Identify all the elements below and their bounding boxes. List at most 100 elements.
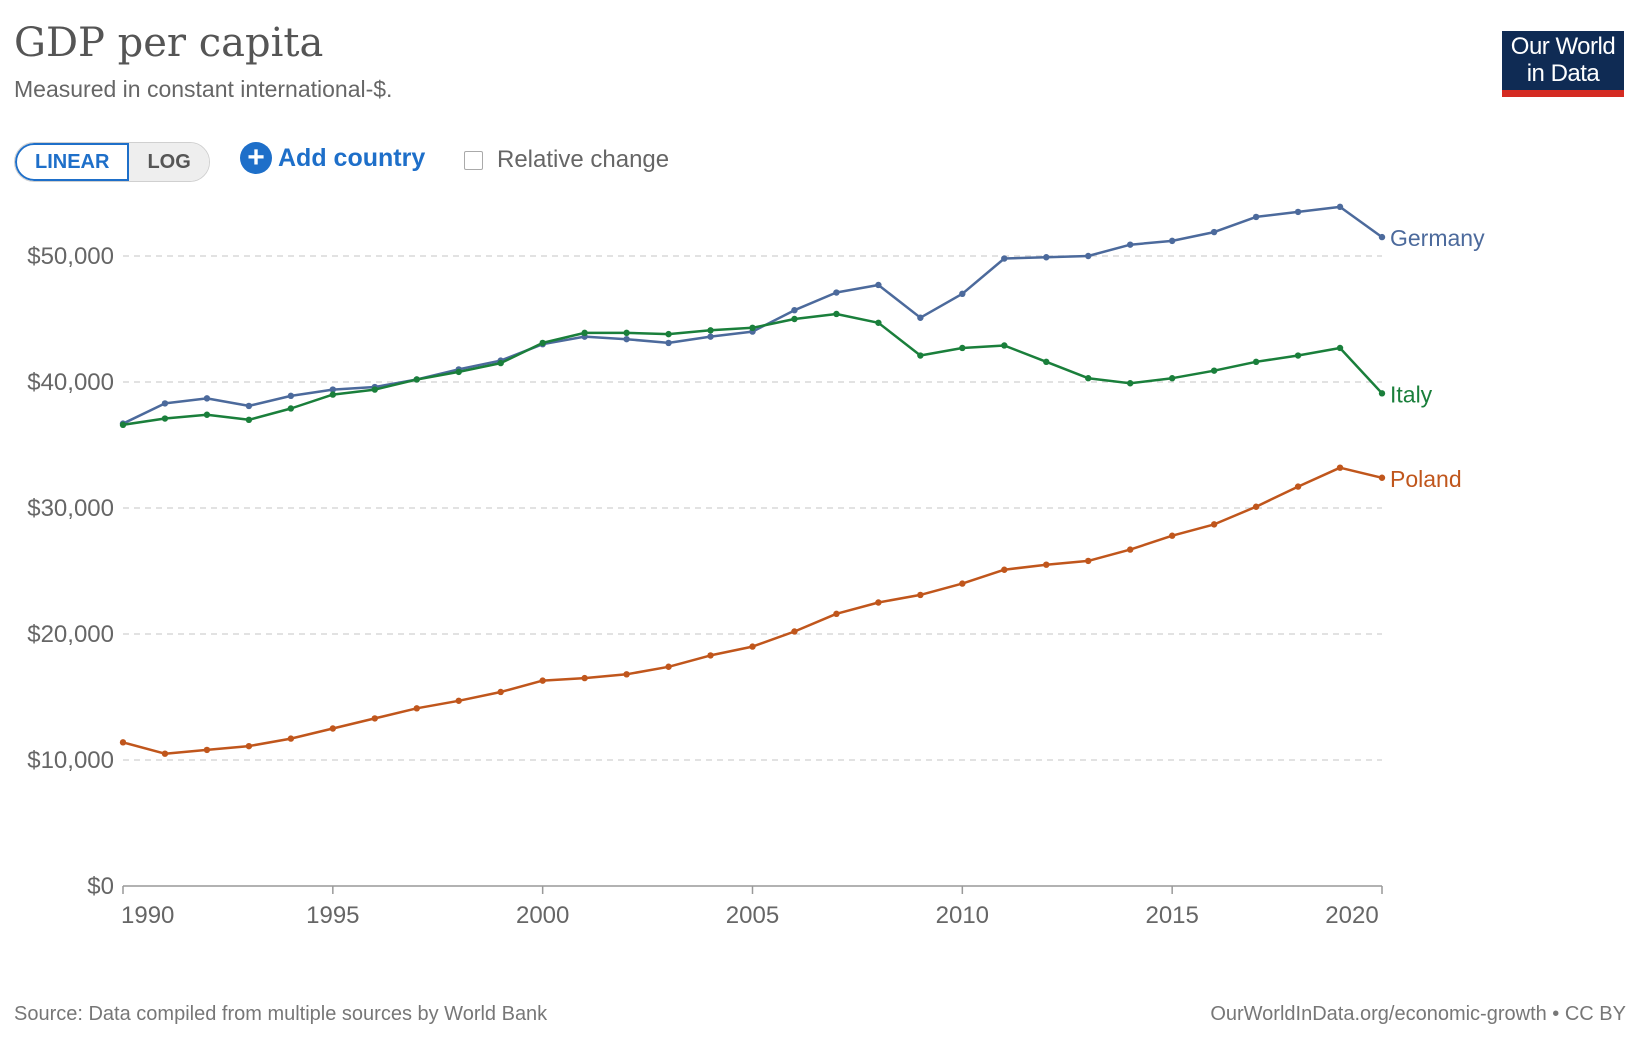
data-point [161,415,169,422]
logo-text-line2: in Data [1526,60,1600,87]
data-point [1043,561,1050,568]
data-point [1378,474,1386,481]
data-point [1085,557,1092,565]
data-point [1043,358,1050,366]
data-point [1378,390,1386,397]
linear-scale-button[interactable]: LINEAR [15,143,130,181]
x-tick-label: 1990 [121,902,174,929]
data-point [1001,255,1008,262]
data-point [1001,342,1008,349]
data-point [497,688,504,696]
data-point [371,715,378,722]
data-point [203,411,211,418]
relative-change-checkbox[interactable] [464,150,483,170]
data-point [1210,228,1218,236]
chart-gridlines [123,255,1382,761]
data-point [833,610,840,618]
y-tick-label: $10,000 [27,747,114,774]
series-label-germany: Germany [1390,225,1485,251]
add-country-button[interactable]: + Add country [240,142,425,174]
data-point [1252,503,1260,510]
data-point [1127,546,1134,553]
data-point [1168,237,1176,245]
data-point [455,368,462,376]
data-point [875,281,882,289]
data-point [1127,380,1134,387]
data-point [623,329,630,337]
series-label-italy: Italy [1390,381,1433,407]
data-point [413,376,420,383]
source-note[interactable]: Source: Data compiled from multiple sour… [14,1003,548,1025]
data-point [1294,483,1302,490]
x-tick-label: 2015 [1145,902,1198,929]
data-point [581,674,588,682]
data-point [791,306,798,314]
owid-logo[interactable]: Our World in Data [1502,31,1624,97]
credit-link[interactable]: OurWorldInData.org/economic-growth • CC … [1210,1003,1626,1025]
data-point [665,330,672,338]
data-point [875,319,882,326]
data-point [1210,521,1218,528]
data-point [497,359,504,367]
data-point [1168,532,1176,539]
scale-toggle: LINEAR LOG [14,142,210,182]
y-tick-label: $50,000 [27,243,114,270]
page-title: GDP per capita [14,20,324,66]
data-point [917,591,924,599]
data-point [875,599,882,606]
data-point [665,339,672,347]
data-point [161,750,169,757]
data-point [203,746,211,754]
x-tick-label: 2005 [726,902,779,929]
data-point [455,697,462,704]
data-point [917,352,924,359]
data-point [665,663,672,670]
logo-accent-bar [1502,90,1624,97]
series-line-germany [122,205,1383,425]
data-point [917,314,924,321]
data-point [707,327,714,334]
data-point [329,725,337,732]
relative-change-toggle[interactable]: Relative change [464,146,669,174]
x-axis: 1990 1995 2000 2005 2010 2015 2020 [121,885,1383,929]
data-point [581,329,588,337]
data-point [959,580,966,587]
data-point [245,402,253,410]
series-line-poland [122,466,1383,755]
data-point [749,643,756,650]
log-scale-button[interactable]: LOG [129,143,209,181]
y-tick-label: $30,000 [27,495,114,522]
data-point [1336,344,1344,352]
data-point [413,705,420,712]
y-axis: $0 $10,000 $20,000 $30,000 $40,000 $50,000 [27,243,114,900]
data-point [539,677,546,684]
x-tick-label: 2010 [936,902,989,929]
data-point [1294,208,1302,216]
data-point [539,339,546,347]
data-point [959,344,966,352]
data-point [1085,375,1092,382]
data-point [287,735,295,742]
data-point [1252,213,1260,221]
data-point [329,386,337,393]
data-point [245,742,253,750]
y-tick-label: $40,000 [27,369,114,396]
data-point [1127,241,1134,248]
plus-icon: + [240,142,272,174]
data-point [833,289,840,296]
data-point [1252,358,1260,366]
data-point [119,421,127,429]
data-point [119,739,127,746]
series-labels: Germany Italy Poland [1390,225,1485,492]
y-tick-label: $0 [87,873,114,900]
data-point [1378,233,1386,241]
data-point [161,400,169,407]
data-point [623,671,630,678]
add-country-label: Add country [278,143,426,172]
data-point [833,310,840,318]
data-point [203,395,211,402]
data-point [749,324,756,332]
data-point [1001,566,1008,573]
data-point [707,333,714,340]
